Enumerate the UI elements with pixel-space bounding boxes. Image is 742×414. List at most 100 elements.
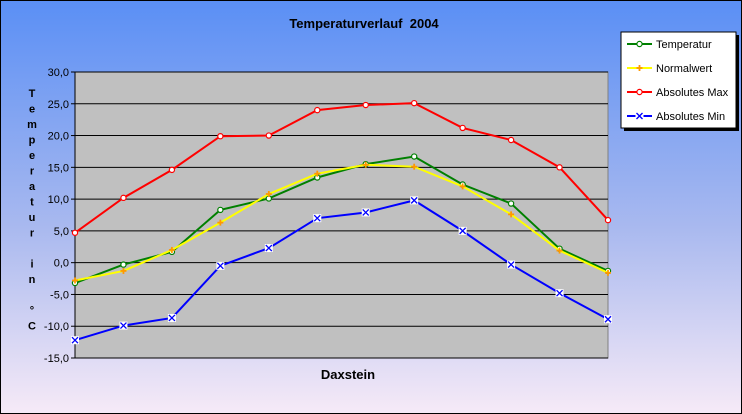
data-point — [508, 211, 515, 218]
data-point — [362, 101, 369, 109]
data-point — [636, 88, 643, 96]
data-point — [314, 170, 321, 177]
gridlines — [71, 71, 608, 359]
data-point — [507, 260, 516, 269]
y-label-char: u — [29, 212, 36, 224]
data-point — [605, 269, 611, 276]
data-point-stroke — [636, 112, 643, 120]
data-point — [604, 315, 612, 324]
y-tick-label: 15,0 — [48, 162, 69, 174]
y-label-char: i — [30, 259, 33, 271]
y-label-char: e — [29, 150, 35, 162]
data-point — [555, 289, 564, 298]
legend-label: Absolutes Max — [656, 87, 729, 99]
y-tick-label: 10,0 — [48, 194, 69, 206]
data-point — [264, 244, 273, 253]
y-label-char: r — [30, 166, 35, 178]
data-point-stroke — [604, 315, 612, 323]
y-label-char: ° — [30, 305, 34, 317]
y-label-char: m — [27, 119, 37, 131]
y-tick-label: 30,0 — [48, 67, 69, 79]
y-tick-label: 5,0 — [54, 226, 69, 238]
data-point-stroke — [362, 208, 370, 216]
legend: Temperatur Normalwert Absolutes Max Absolut… — [620, 31, 739, 131]
series-line — [74, 163, 609, 282]
y-label-char: n — [29, 274, 36, 286]
data-point — [410, 153, 418, 160]
data-point — [507, 200, 515, 207]
data-point — [410, 99, 418, 107]
data-point — [410, 196, 419, 205]
data-point — [217, 132, 224, 140]
y-label-char: e — [29, 104, 35, 116]
data-point — [556, 164, 563, 171]
data-point — [168, 246, 175, 253]
data-point — [71, 336, 79, 345]
x-axis-label: Daxstein — [321, 367, 375, 382]
data-point — [119, 321, 128, 330]
y-tick-label: -15,0 — [44, 353, 69, 365]
y-label-char: p — [29, 135, 36, 147]
legend-entry: Absolutes Max — [627, 87, 729, 99]
data-point-stroke — [216, 262, 224, 270]
y-tick-label: 25,0 — [48, 99, 69, 111]
data-point — [411, 163, 418, 170]
data-point — [636, 40, 643, 48]
legend-entry: Normalwert — [627, 63, 712, 75]
legend-entry: Absolutes Min — [627, 111, 725, 123]
legend-label: Temperatur — [656, 39, 712, 51]
y-label-char: C — [28, 321, 36, 333]
data-point-stroke — [459, 227, 467, 235]
series-absolutes-max — [71, 99, 612, 236]
data-point — [120, 261, 127, 268]
y-label-char: a — [29, 181, 36, 193]
data-point-stroke — [410, 196, 418, 204]
legend-entry: Temperatur — [627, 39, 712, 51]
data-point — [217, 219, 224, 226]
data-point — [168, 166, 176, 174]
data-point-stroke — [119, 322, 127, 330]
legend-box — [620, 31, 737, 129]
y-tick-label: 20,0 — [48, 131, 69, 143]
data-point — [217, 206, 224, 214]
data-point — [362, 161, 369, 168]
data-point — [167, 313, 176, 322]
series-absolutes-min — [71, 196, 612, 345]
series-line — [74, 199, 609, 342]
data-point-stroke — [507, 261, 515, 269]
data-point — [314, 106, 321, 114]
data-point — [265, 191, 272, 198]
legend-label: Normalwert — [656, 63, 712, 75]
data-point — [120, 267, 127, 274]
chart-title: Temperaturverlauf 2004 — [289, 16, 439, 31]
y-tick-label: -5,0 — [50, 289, 69, 301]
y-label-char: t — [30, 197, 34, 209]
data-point — [459, 124, 466, 132]
data-point — [72, 277, 78, 284]
y-axis-tick-labels: -15,0 -10,0 -5,0 0,0 5,0 10,0 15,0 20,0 25,0 30,0 — [44, 67, 69, 365]
data-point — [120, 194, 127, 202]
legend-label: Absolutes Min — [656, 111, 725, 123]
series-layer — [71, 99, 612, 345]
series-normalwert — [72, 161, 611, 284]
data-point — [313, 214, 322, 223]
data-point — [507, 136, 515, 144]
data-point-stroke — [556, 289, 564, 297]
data-point — [71, 229, 79, 236]
data-point — [635, 112, 644, 120]
y-tick-label: -10,0 — [44, 321, 69, 333]
data-point-stroke — [265, 244, 273, 252]
data-point — [458, 226, 467, 235]
series-line — [74, 102, 609, 234]
data-point — [459, 183, 466, 190]
y-label-char: r — [30, 228, 35, 240]
data-point — [361, 208, 370, 217]
data-point-stroke — [168, 314, 176, 322]
data-point-stroke — [313, 214, 321, 222]
data-point — [604, 216, 612, 224]
data-point — [556, 247, 563, 254]
data-point — [216, 261, 225, 270]
